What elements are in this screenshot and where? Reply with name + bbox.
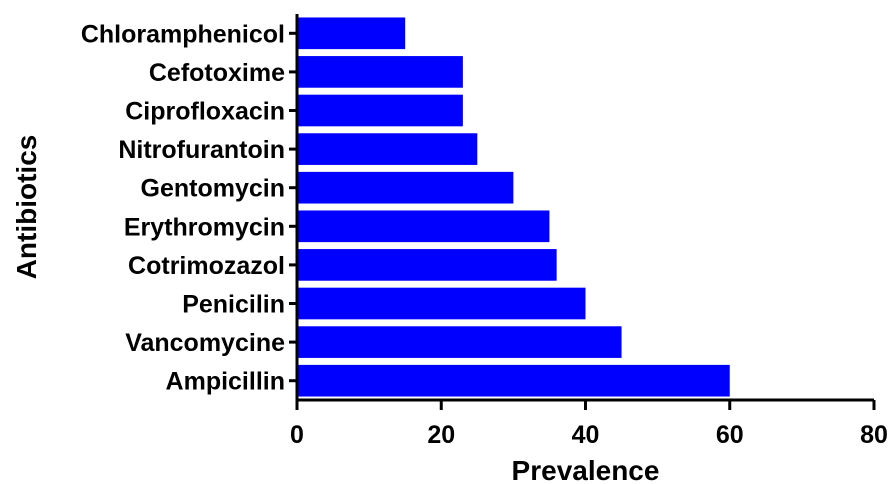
bar-cefotoxime xyxy=(297,56,463,88)
bar-chloramphenicol xyxy=(297,17,406,50)
bar-erythromycin xyxy=(297,210,550,243)
bars-group xyxy=(297,17,730,397)
category-label: Nitrofurantoin xyxy=(118,136,285,164)
x-tick-label: 0 xyxy=(290,421,304,449)
bar-cotrimozazol xyxy=(297,249,557,281)
category-label: Ampicillin xyxy=(166,368,285,396)
category-label: Chloramphenicol xyxy=(81,20,285,48)
category-label: Ciprofloxacin xyxy=(125,98,285,126)
x-tick-labels: 0 20 40 60 80 xyxy=(290,421,888,449)
bar-ciprofloxacin xyxy=(297,94,463,127)
bar-nitrofurantoin xyxy=(297,133,478,165)
bar-penicilin xyxy=(297,287,586,320)
bar-vancomycine xyxy=(297,326,622,358)
category-label: Erythromycin xyxy=(124,213,285,241)
x-tick-label: 20 xyxy=(427,421,455,449)
bar-ampicillin xyxy=(297,364,730,397)
x-ticks xyxy=(295,400,876,410)
category-label: Gentomycin xyxy=(141,175,285,203)
bar-gentomycin xyxy=(297,171,514,204)
x-tick-label: 40 xyxy=(572,421,600,449)
y-axis-title: Antibiotics xyxy=(11,135,42,280)
x-tick-label: 60 xyxy=(716,421,744,449)
category-label: Vancomycine xyxy=(125,329,285,357)
x-axis-title: Prevalence xyxy=(512,455,660,484)
category-label: Cotrimozazol xyxy=(128,252,285,280)
category-label: Cefotoxime xyxy=(149,59,285,87)
category-labels: Chloramphenicol Cefotoxime Ciprofloxacin Ni… xyxy=(81,20,285,395)
x-tick-label: 80 xyxy=(860,421,888,449)
category-label: Penicilin xyxy=(182,291,285,319)
